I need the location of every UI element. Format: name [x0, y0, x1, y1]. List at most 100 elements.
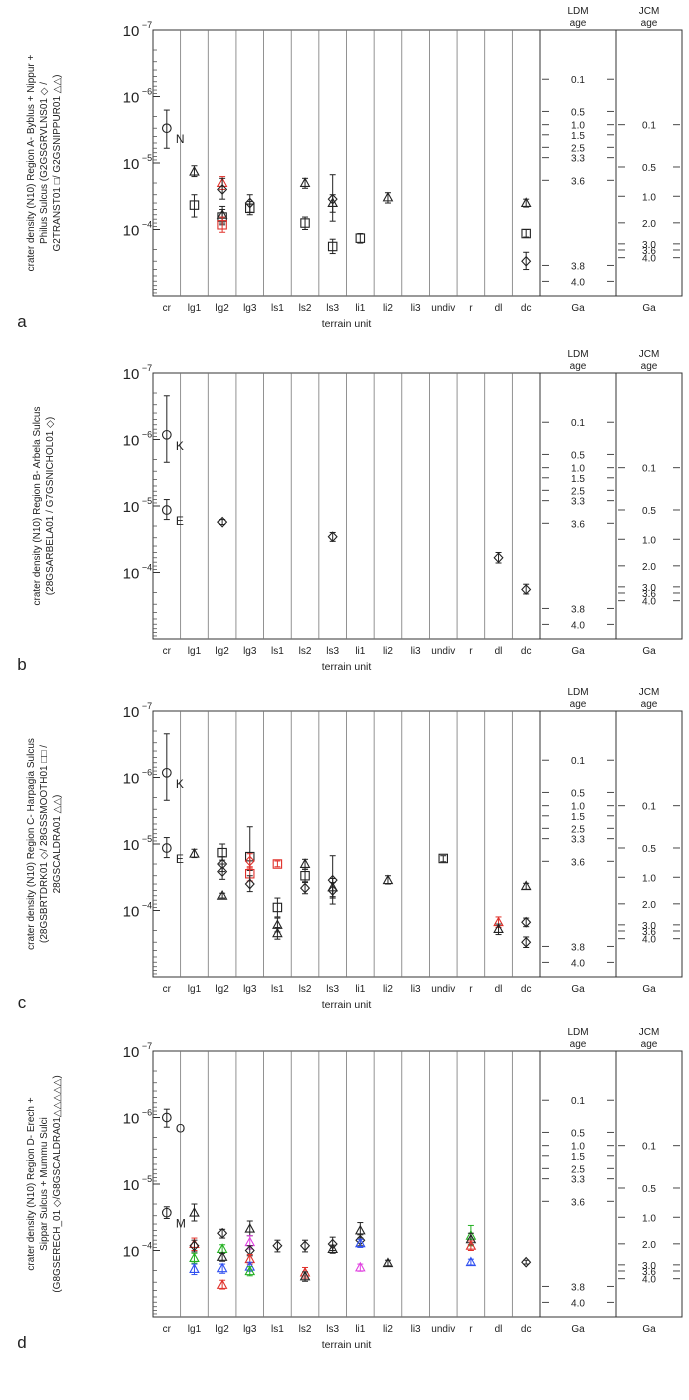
y-axis-label: crater density (N10) Region D- Erech + — [26, 1097, 37, 1270]
data-point — [299, 177, 311, 189]
triangle-marker — [520, 197, 532, 207]
y-tick-exponent: −5 — [142, 496, 152, 506]
y-tick-label: 10 — [123, 90, 140, 107]
ldm-age-label: 3.8 — [571, 261, 585, 272]
diamond-marker — [299, 882, 311, 894]
triangle-marker — [354, 1224, 366, 1235]
diamond-marker — [217, 1227, 228, 1239]
x-tick-label: li3 — [411, 303, 421, 314]
square-marker — [245, 203, 255, 214]
y-axis-label: 28GSCALDRA01 △△) — [52, 795, 63, 894]
jcm-age-label: 2.0 — [642, 219, 656, 230]
square-marker — [272, 859, 283, 869]
ldm-unit: Ga — [571, 303, 585, 314]
ldm-age-label: 3.8 — [571, 1282, 585, 1293]
y-tick-label: 10 — [123, 566, 140, 583]
ldm-header: LDM — [567, 687, 588, 698]
ldm-unit: Ga — [571, 1324, 585, 1335]
square-marker — [272, 902, 283, 913]
data-point — [438, 853, 448, 864]
triangle-marker — [216, 1262, 228, 1273]
triangle-marker — [520, 880, 532, 891]
point-annotation: K — [176, 777, 184, 791]
diamond-marker — [327, 885, 338, 896]
diamond-marker — [299, 1240, 311, 1252]
ldm-age-label: 3.3 — [571, 1175, 585, 1186]
y-tick-exponent: −7 — [142, 1041, 152, 1051]
jcm-age-label: 2.0 — [642, 1240, 656, 1251]
x-tick-label: li3 — [411, 1324, 421, 1335]
ldm-unit: Ga — [571, 646, 585, 657]
square-marker — [355, 233, 366, 243]
x-tick-label: ls3 — [326, 646, 339, 657]
ldm-age-label: 3.6 — [571, 519, 585, 530]
jcm-age-label: 0.1 — [642, 464, 656, 475]
jcm-header: JCM — [639, 6, 660, 17]
square-marker — [438, 853, 448, 864]
x-tick-label: cr — [163, 646, 172, 657]
data-point — [327, 882, 338, 899]
jcm-header: age — [641, 699, 658, 710]
data-point — [217, 516, 228, 528]
ldm-header: LDM — [567, 6, 588, 17]
data-point — [355, 233, 366, 244]
ldm-age-label: 3.3 — [571, 497, 585, 508]
data-point — [244, 875, 255, 893]
ldm-header: age — [570, 1039, 587, 1050]
diamond-marker — [217, 866, 228, 878]
data-point — [161, 499, 172, 521]
x-tick-label: ls3 — [326, 984, 339, 995]
x-tick-label: ls3 — [326, 303, 339, 314]
data-point — [189, 1252, 200, 1264]
ldm-age-label: 4.0 — [571, 620, 585, 631]
x-tick-label: undiv — [431, 303, 455, 314]
square-marker — [300, 218, 310, 228]
diamond-marker — [327, 531, 338, 543]
y-tick-label: 10 — [123, 366, 140, 383]
x-tick-label: lg1 — [188, 984, 202, 995]
x-tick-label: lg3 — [243, 303, 257, 314]
data-point — [382, 1257, 394, 1268]
triangle-marker — [216, 1251, 228, 1261]
y-tick-exponent: −4 — [142, 901, 152, 911]
y-tick-label: 10 — [123, 1111, 140, 1128]
data-point — [189, 1239, 200, 1253]
x-tick-label: ls1 — [271, 1324, 284, 1335]
data-point — [189, 165, 200, 178]
data-point — [521, 251, 532, 271]
ldm-age-label: 3.8 — [571, 942, 585, 953]
ldm-age-label: 3.6 — [571, 1197, 585, 1208]
x-tick-label: ls1 — [271, 984, 284, 995]
x-tick-label: ls2 — [299, 303, 312, 314]
y-tick-label: 10 — [123, 223, 140, 240]
ldm-age-label: 1.0 — [571, 464, 585, 475]
x-tick-label: lg1 — [188, 303, 202, 314]
triangle-marker — [382, 874, 394, 885]
ldm-age-label: 0.1 — [571, 756, 585, 767]
point-annotation: O — [176, 1122, 185, 1136]
y-tick-exponent: −6 — [142, 430, 152, 440]
jcm-header: age — [641, 18, 658, 29]
ldm-age-label: 1.0 — [571, 802, 585, 813]
y-axis-label: crater density (N10) Region C- Harpagia … — [26, 738, 37, 950]
data-point — [245, 201, 255, 216]
x-tick-label: dc — [521, 984, 532, 995]
x-tick-label: lg3 — [243, 646, 257, 657]
circle-marker — [161, 429, 172, 440]
data-point — [465, 1240, 477, 1251]
data-point — [216, 1279, 228, 1290]
ldm-age-label: 2.5 — [571, 486, 585, 497]
data-point — [272, 1239, 283, 1253]
data-point — [217, 1227, 228, 1239]
jcm-age-label: 3.6 — [642, 246, 656, 257]
x-tick-label: r — [469, 646, 473, 657]
data-point — [521, 583, 532, 595]
ldm-age-label: 0.1 — [571, 75, 585, 86]
data-point — [272, 859, 283, 869]
y-axis-label: (G8GSERECH_01 ◇/G8GSCALDRA01△△△△△) — [52, 1075, 63, 1292]
ldm-age-label: 0.5 — [571, 107, 585, 118]
jcm-age-label: 3.6 — [642, 927, 656, 938]
